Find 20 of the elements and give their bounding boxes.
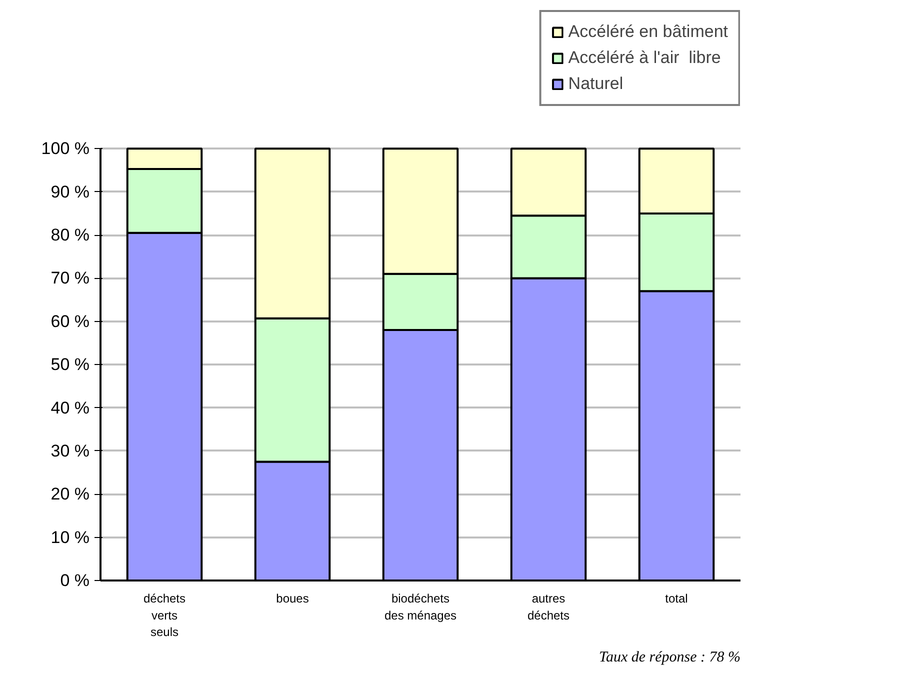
- y-tick-label: 60 %: [50, 312, 90, 331]
- y-tick-label: 0 %: [60, 571, 90, 590]
- y-tick-label: 30 %: [50, 441, 90, 460]
- x-tick-label: biodéchets des ménages: [384, 592, 457, 622]
- y-tick-label: 10 %: [50, 528, 90, 547]
- y-tick-label: 80 %: [50, 226, 90, 245]
- y-tick-label: 90 %: [50, 182, 90, 202]
- x-tick-label: total: [665, 592, 688, 606]
- y-tick-label: 100 %: [41, 139, 90, 158]
- legend-label: Accéléré en bâtiment: [568, 22, 728, 42]
- x-tick-label: déchets verts seuls: [143, 592, 186, 640]
- x-tick-label: boues: [276, 592, 309, 606]
- legend-label: Naturel: [568, 74, 624, 94]
- y-tick-label: 40 %: [50, 398, 90, 418]
- y-tick-label: 50 %: [50, 355, 90, 374]
- x-tick-label: autres déchets: [527, 592, 570, 622]
- y-tick-label: 70 %: [50, 268, 90, 288]
- text: Taux de réponse : 78 %: [598, 650, 741, 666]
- y-tick-label: 20 %: [50, 484, 90, 504]
- legend-label: Accéléré à l'air libre: [568, 48, 721, 68]
